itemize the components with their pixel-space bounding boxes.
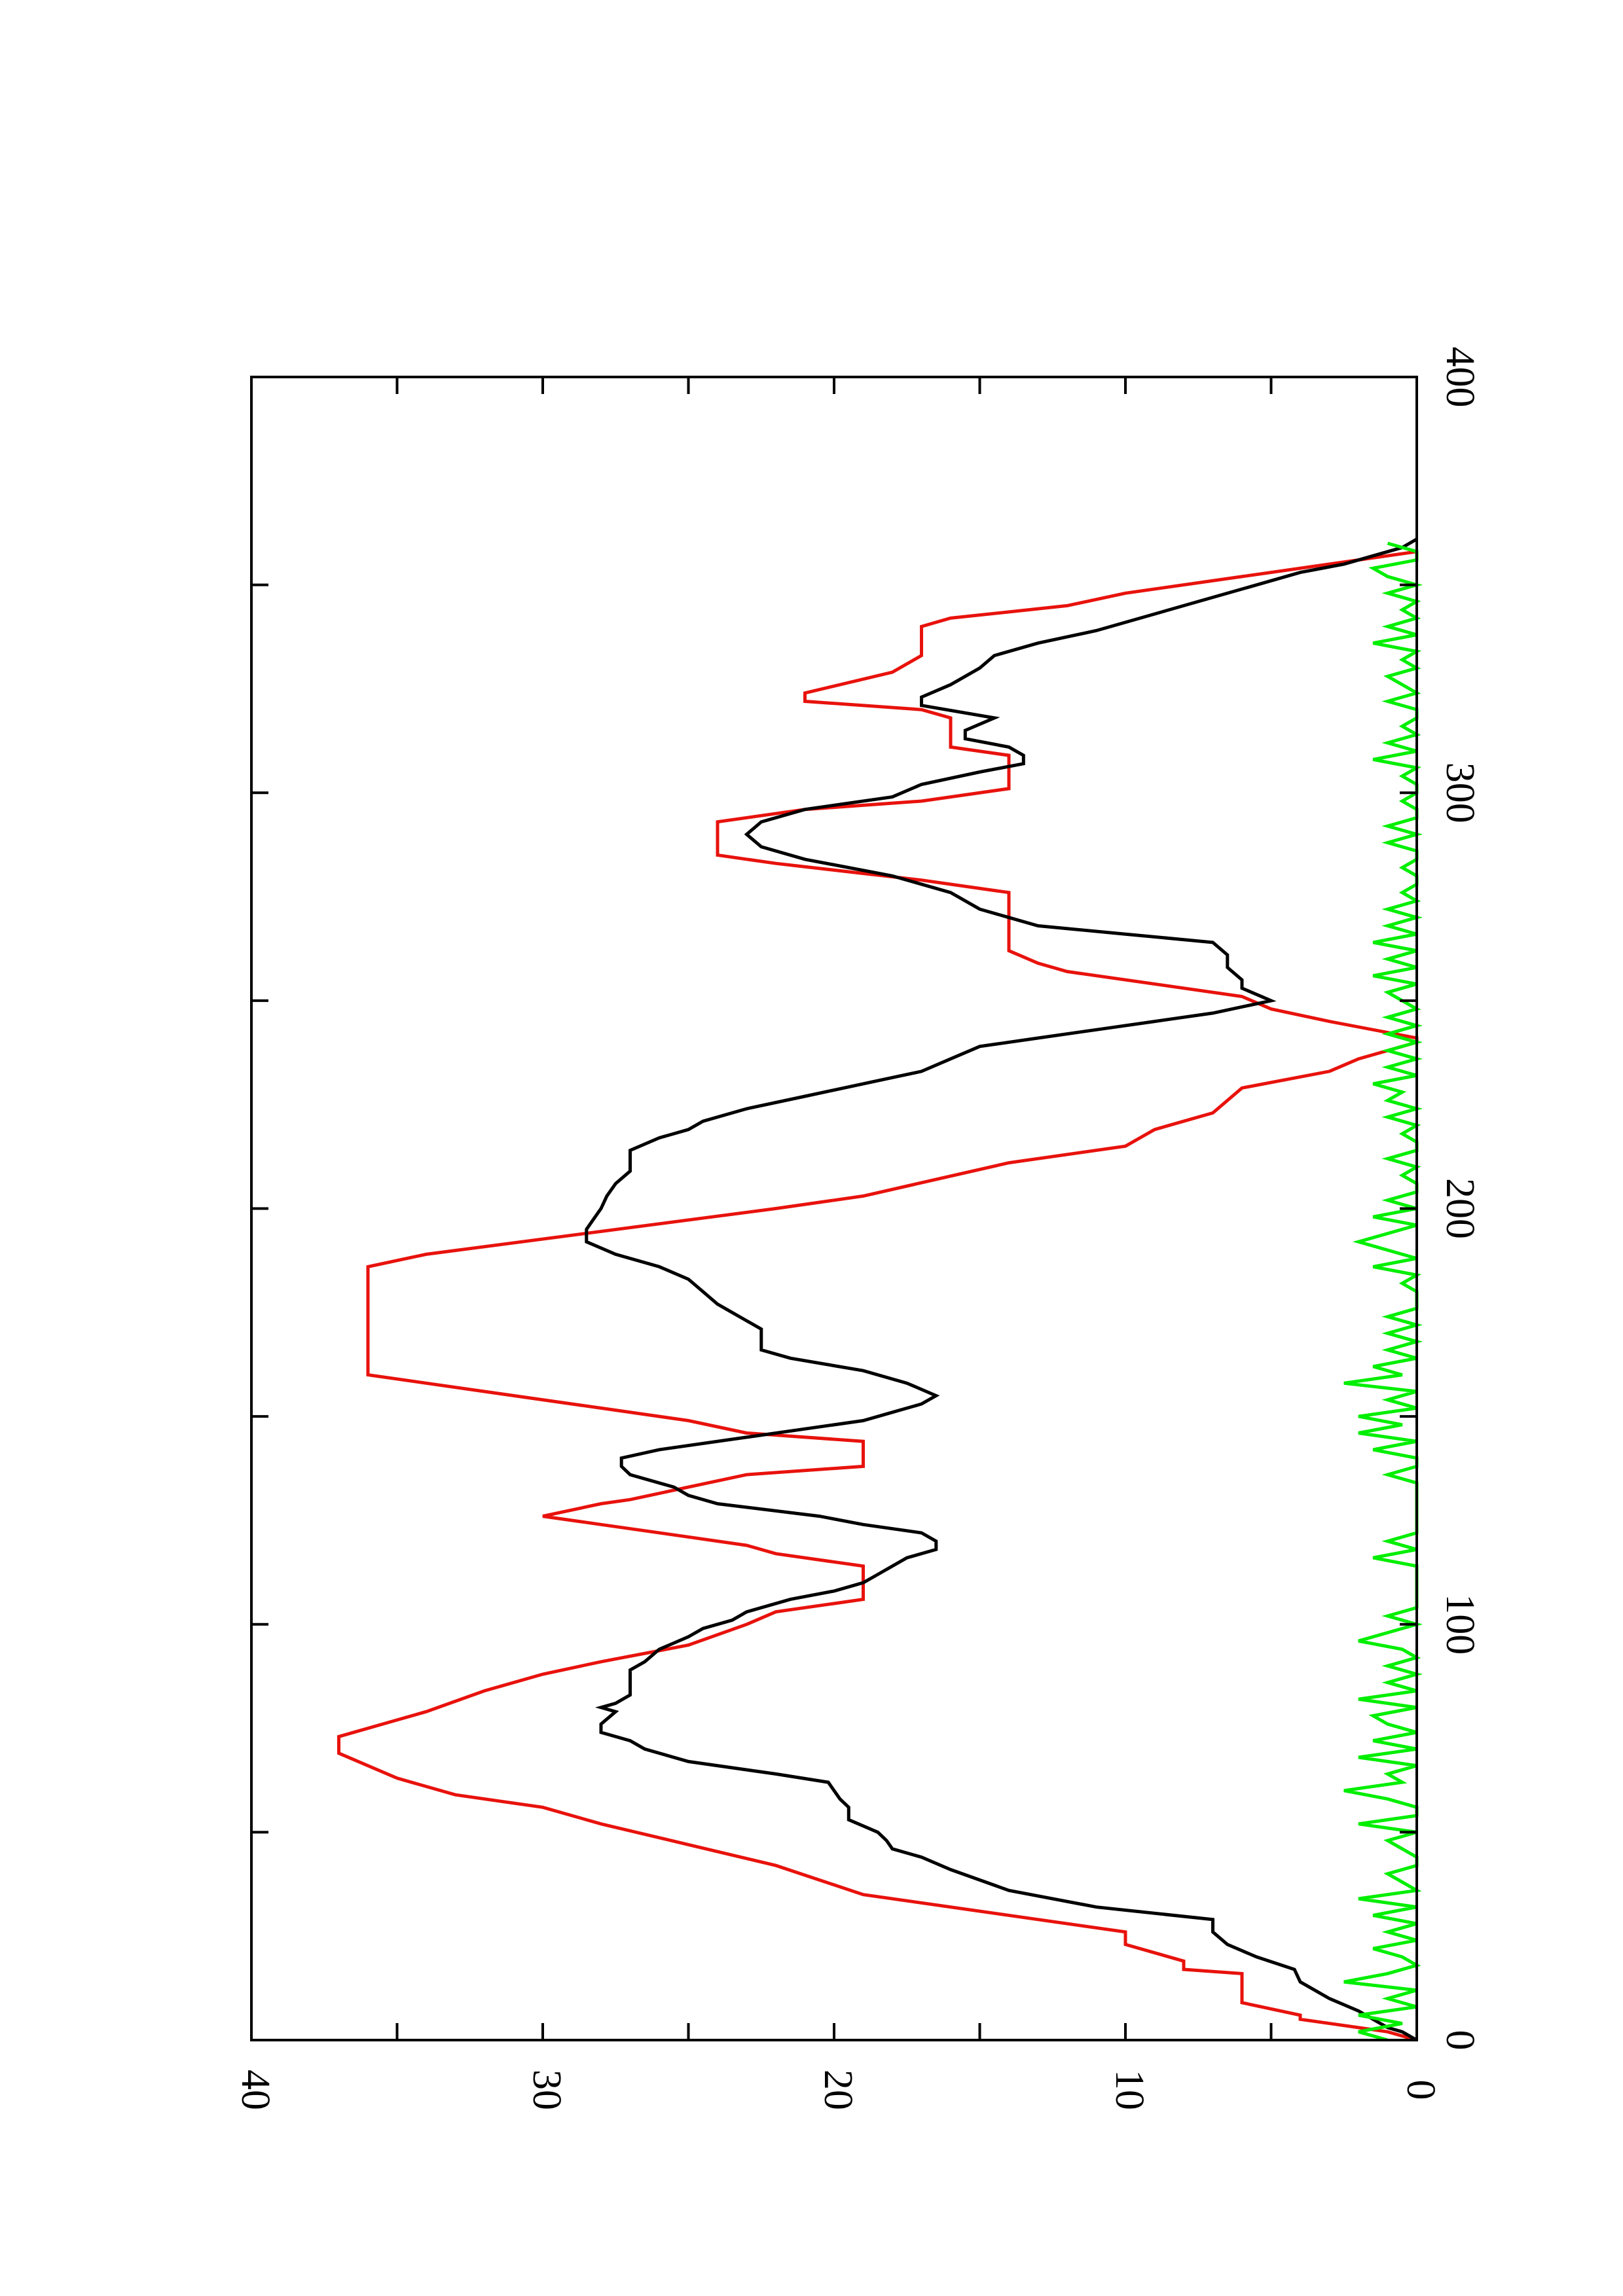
- x-tick-label: 0: [1438, 2030, 1482, 2051]
- x-tick-label: 200: [1438, 1178, 1482, 1239]
- y-tick-label: 0: [1398, 2080, 1443, 2100]
- x-tick-label: 400: [1438, 347, 1482, 408]
- y-tick-label: 40: [233, 2070, 278, 2110]
- tick-label-layer: 0 100 200 300 400 0 10 20 30 40: [233, 347, 1482, 2111]
- x-tick-label: 100: [1438, 1594, 1482, 1655]
- series-line-red: [337, 550, 1419, 2042]
- y-tick-label: 30: [524, 2070, 569, 2110]
- y-tick-label: 10: [1107, 2070, 1152, 2110]
- x-tick-label: 300: [1438, 762, 1482, 823]
- y-tick-label: 20: [816, 2070, 860, 2110]
- tick-layer: [250, 376, 1418, 2041]
- series-line-black: [585, 537, 1418, 2042]
